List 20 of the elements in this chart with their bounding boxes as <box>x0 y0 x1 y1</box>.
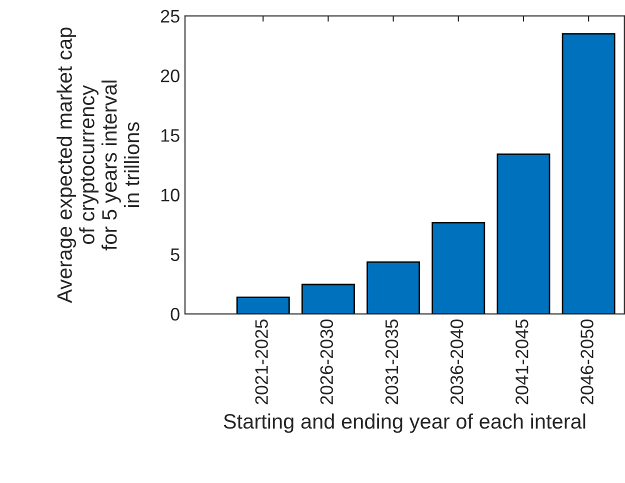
y-tick-label: 20 <box>160 69 180 82</box>
y-tick-label: 15 <box>161 129 180 142</box>
y-axis-title: Average expected market cap of cryptocurrency for 5 years interval in trillions <box>56 28 140 304</box>
x-tick-label: 2021-2025 <box>255 320 268 404</box>
y-tick-label: 0 <box>170 308 180 321</box>
bar <box>366 261 420 314</box>
bar <box>301 284 355 314</box>
bar <box>236 296 290 314</box>
bar <box>432 222 486 314</box>
x-tick-label: 2046-2050 <box>580 320 594 404</box>
x-tick-label: 2031-2035 <box>385 320 398 404</box>
x-axis-title: Starting and ending year of each interal <box>224 413 586 433</box>
x-tick-label: 2036-2040 <box>450 320 464 404</box>
y-tick-label: 25 <box>160 10 180 23</box>
y-tick-label: 5 <box>170 248 180 262</box>
x-tick-label: 2026-2030 <box>320 320 334 404</box>
bar <box>496 154 550 314</box>
x-tick-label: 2041-2045 <box>516 320 528 404</box>
y-tick-label: 10 <box>161 188 180 202</box>
bar <box>562 33 616 314</box>
